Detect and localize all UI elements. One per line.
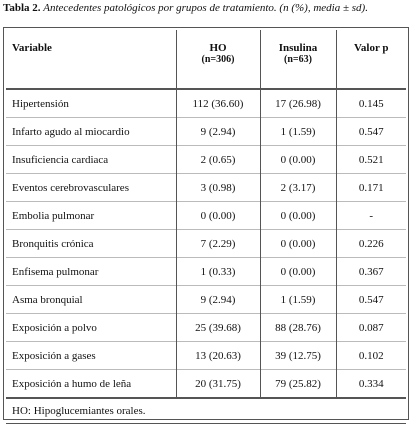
header-subtext: (n=306) xyxy=(201,54,235,65)
table-cell: 17 (26.98) xyxy=(259,89,336,118)
table-cell: Hipertensión xyxy=(12,97,69,110)
footnote-row: HO: Hipoglucemiantes orales. xyxy=(6,397,406,424)
table-body: Hipertensión 112 (36.60) 17 (26.98) 0.145 In… xyxy=(6,89,406,398)
table-row: Exposición a humo de leña 20 (31.75) 79 (2… xyxy=(6,369,406,398)
table-cell: 1 (0.33) xyxy=(175,257,260,286)
table-cell: 0.334 xyxy=(335,369,406,398)
table-cell: Embolia pulmonar xyxy=(6,201,176,230)
table-cell: 1 (1.59) xyxy=(259,285,336,314)
table-row: Exposición a gases 13 (20.63) 39 (12.75) 0.… xyxy=(6,341,406,370)
table-cell: 0 (0.00) xyxy=(259,257,336,286)
table-frame: Variable HO (n=306) Insulina (n=63) Valor p H… xyxy=(3,27,409,424)
table-cell: Exposición a polvo xyxy=(6,313,176,342)
header-text: HO xyxy=(209,42,227,54)
header-cell: Variable xyxy=(6,30,176,90)
footnote: HO: Hipoglucemiantes orales. xyxy=(6,397,406,424)
caption-text: Antecedentes patológicos por grupos de t… xyxy=(43,2,368,14)
header-cell: HO (n=306) xyxy=(175,30,260,90)
table-cell: 9 (2.94) xyxy=(175,117,260,146)
table-cell: 0.226 xyxy=(335,229,406,258)
table-cell: 88 (28.76) xyxy=(259,313,336,342)
table-row: Infarto agudo al miocardio 9 (2.94) 1 (1.5… xyxy=(6,117,406,146)
table-cell: 0 (0.00) xyxy=(259,145,336,174)
table-cell: 0.145 xyxy=(335,89,406,118)
table-row: Bronquitis crónica 7 (2.29) 0 (0.00) 0.226 xyxy=(6,229,406,258)
table-row: Hipertensión 112 (36.60) 17 (26.98) 0.145 xyxy=(6,89,406,118)
table-cell: Insuficiencia cardiaca xyxy=(6,145,176,174)
table-cell: 2 (0.65) xyxy=(175,145,260,174)
table-cell: 0.171 xyxy=(335,173,406,202)
table-cell: 0.547 xyxy=(335,117,406,146)
table-cell: 9 (2.94) xyxy=(175,285,260,314)
table-cell: Asma bronquial xyxy=(6,285,176,314)
header-text: Valor p xyxy=(353,42,389,54)
table-cell: 0.087 xyxy=(335,313,406,342)
table-row: Eventos cerebrovasculares 3 (0.98) 2 (3.17… xyxy=(6,173,406,202)
header-cell: Valor p xyxy=(335,30,406,90)
table-cell: Eventos cerebrovasculares xyxy=(6,173,176,202)
table-cell: 2 (3.17) xyxy=(259,173,336,202)
header-subtext: (n=63) xyxy=(284,54,312,65)
table-cell: 1 (1.59) xyxy=(259,117,336,146)
table-cell: 20 (31.75) xyxy=(175,369,260,398)
header-cell: Insulina (n=63) xyxy=(259,30,336,90)
caption: Tabla 2. Antecedentes patológicos por gr… xyxy=(3,2,368,14)
table-cell: 0.102 xyxy=(335,341,406,370)
table-cell: 39 (12.75) xyxy=(259,341,336,370)
table-row: Embolia pulmonar 0 (0.00) 0 (0.00) - xyxy=(6,201,406,230)
table-cell: 7 (2.29) xyxy=(175,229,260,258)
table: Variable HO (n=306) Insulina (n=63) Valor p H… xyxy=(6,30,406,424)
table-cell: Enfisema pulmonar xyxy=(6,257,176,286)
table-cell: Infarto agudo al miocardio xyxy=(6,117,176,146)
header-row: Variable HO (n=306) Insulina (n=63) Valor p xyxy=(6,30,406,90)
table-cell: Bronquitis crónica xyxy=(6,229,176,258)
table-cell: 0.367 xyxy=(335,257,406,286)
table-cell: 0.521 xyxy=(335,145,406,174)
table-row: Insuficiencia cardiaca 2 (0.65) 0 (0.00) 0.… xyxy=(6,145,406,174)
table-cell: 0 (0.00) xyxy=(175,201,260,230)
table-row: Asma bronquial 9 (2.94) 1 (1.59) 0.547 xyxy=(6,285,406,314)
header-text: Variable xyxy=(12,42,52,54)
header-text: Insulina xyxy=(278,42,318,54)
table-cell: Exposición a humo de leña xyxy=(6,369,176,398)
table-row: Exposición a polvo 25 (39.68) 88 (28.76) 0.… xyxy=(6,313,406,342)
table-cell: - xyxy=(335,201,406,230)
caption-label: Tabla 2. xyxy=(3,2,41,14)
table-cell: 3 (0.98) xyxy=(175,173,260,202)
table-cell: 13 (20.63) xyxy=(175,341,260,370)
table-cell: 112 (36.60) xyxy=(175,89,260,118)
table-cell: 25 (39.68) xyxy=(175,313,260,342)
table-cell: 0 (0.00) xyxy=(259,201,336,230)
table-row: Enfisema pulmonar 1 (0.33) 0 (0.00) 0.367 xyxy=(6,257,406,286)
table-cell: 79 (25.82) xyxy=(259,369,336,398)
table-cell: Exposición a gases xyxy=(6,341,176,370)
table-cell: 0 (0.00) xyxy=(259,229,336,258)
table-cell: 0.547 xyxy=(335,285,406,314)
